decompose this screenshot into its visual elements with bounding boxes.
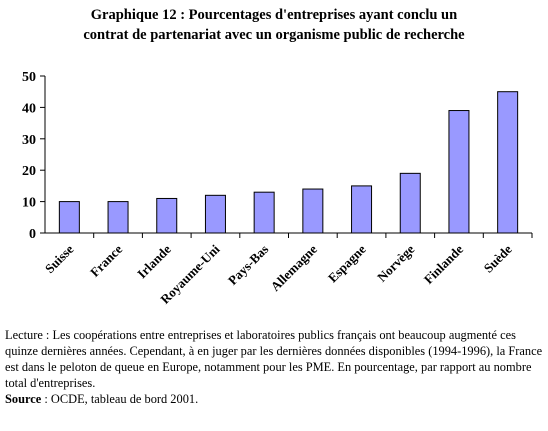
caption-source: Source : OCDE, tableau de bord 2001. (5, 391, 545, 407)
y-tick-label: 20 (22, 164, 36, 179)
chart-title: Graphique 12 : Pourcentages d'entreprise… (0, 5, 548, 45)
chart-caption: Lecture : Les coopérations entre entrepr… (5, 327, 545, 407)
chart-title-line-1: Graphique 12 : Pourcentages d'entreprise… (90, 7, 458, 23)
x-tick-label: Suède (481, 241, 515, 275)
source-text: : OCDE, tableau de bord 2001. (41, 392, 199, 406)
bar (107, 201, 129, 234)
bar (253, 191, 275, 234)
source-label: Source (5, 392, 42, 406)
bar (399, 172, 421, 234)
x-tick-label: Norvège (374, 241, 417, 284)
x-tick-label: Irlande (134, 241, 174, 281)
caption-lecture: Lecture : Les coopérations entre entrepr… (5, 328, 543, 390)
x-tick-label: France (87, 241, 125, 279)
y-tick-label: 10 (22, 196, 36, 211)
x-tick-label: Allemagne (267, 241, 320, 294)
y-tick-label: 50 (22, 70, 36, 85)
x-tick-label: Finlande (421, 241, 467, 287)
x-tick-label: Pays-Bas (225, 242, 271, 288)
y-tick-label: 40 (22, 101, 36, 116)
bar (302, 188, 324, 234)
x-tick-label: Espagne (325, 241, 369, 285)
bar (58, 201, 80, 234)
chart-title-line-2: contrat de partenariat avec un organisme… (83, 27, 465, 43)
y-tick-label: 30 (22, 133, 36, 148)
x-tick-label: Suisse (42, 241, 77, 276)
bar (351, 185, 373, 234)
bar (204, 194, 226, 234)
bar (497, 91, 519, 234)
bar (448, 110, 470, 234)
y-tick-label: 0 (29, 227, 36, 242)
bar (156, 197, 178, 234)
